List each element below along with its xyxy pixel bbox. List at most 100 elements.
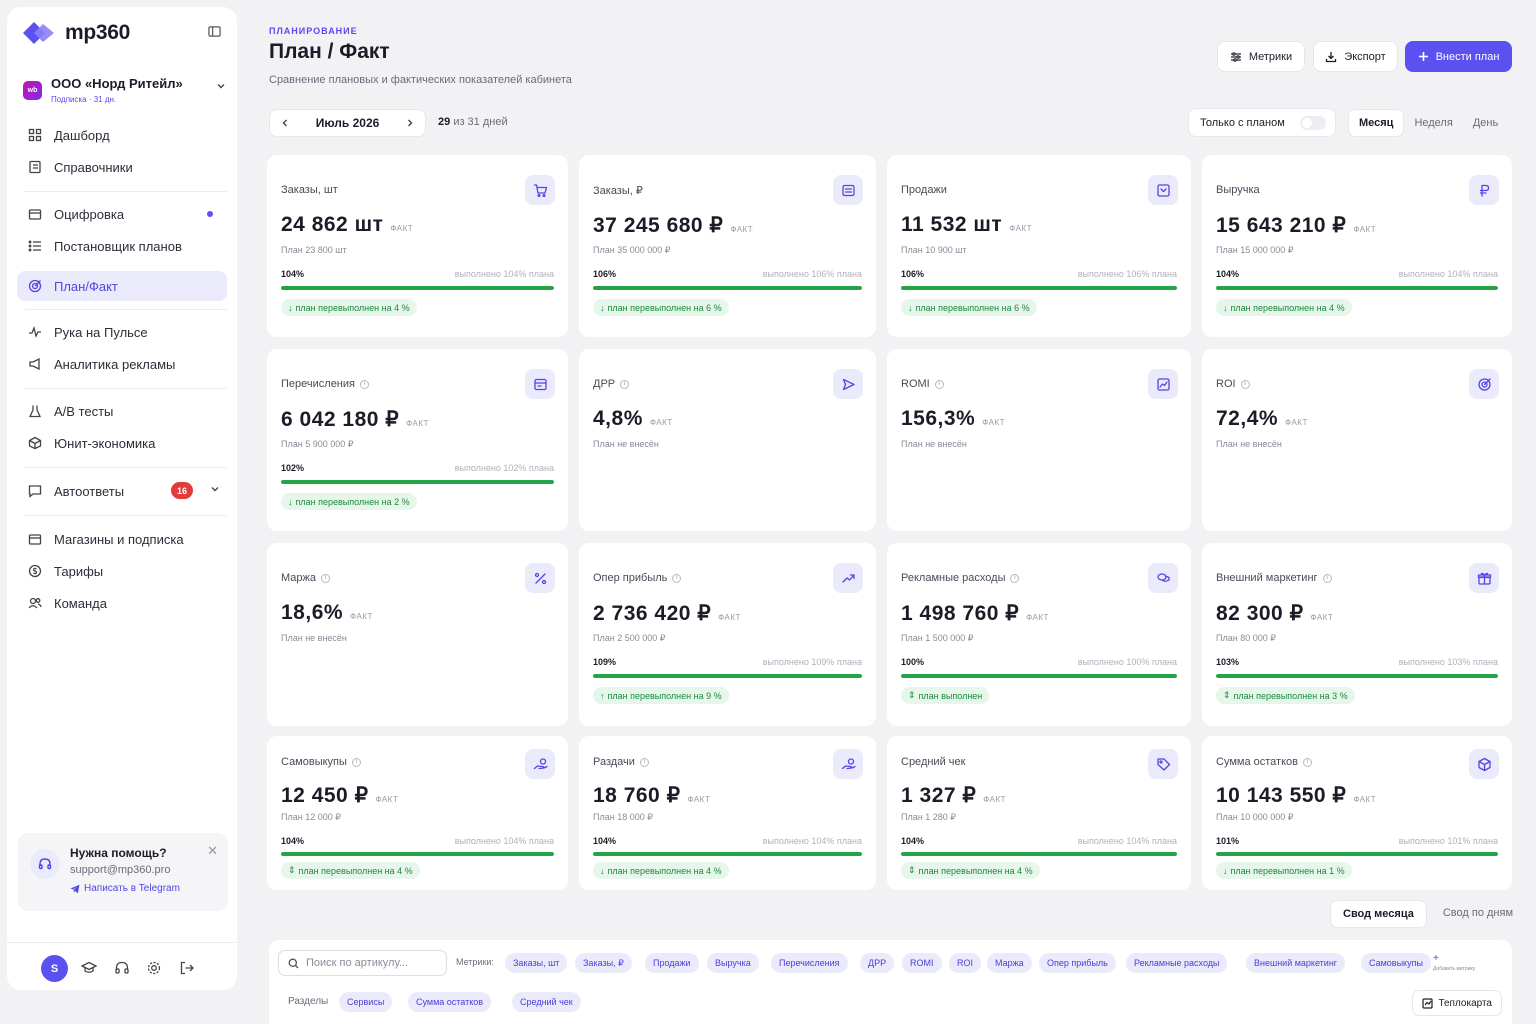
logout-icon[interactable] <box>179 960 195 976</box>
metric-filter-chip[interactable]: Перечисления <box>771 953 848 973</box>
completion-text: выполнено 102% плана <box>454 463 554 473</box>
search-placeholder: Поиск по артикулу... <box>306 957 409 969</box>
sidebar-item-plan-builder[interactable]: Постановщик планов <box>17 231 227 261</box>
sidebar-item-plan-fact[interactable]: План/Факт <box>17 271 227 301</box>
sidebar-item-dashboard[interactable]: Дашборд <box>17 120 227 150</box>
info-icon[interactable]: i <box>934 379 944 389</box>
metrics-button[interactable]: Метрики <box>1217 41 1305 72</box>
metric-card[interactable]: ДРР i 4,8% ФАКТ План не внесён <box>579 349 876 531</box>
metric-filter-chip[interactable]: Маржа <box>987 953 1032 973</box>
metric-card[interactable]: Перечисления i 6 042 180 ₽ ФАКТ План 5 900 0… <box>267 349 568 531</box>
metric-filter-chip[interactable]: ДРР <box>860 953 895 973</box>
info-icon[interactable]: i <box>639 757 649 767</box>
toggle-switch[interactable] <box>1300 116 1326 130</box>
metric-filter-chip[interactable]: Выручка <box>707 953 759 973</box>
sidebar-item-ads-analytics[interactable]: Аналитика рекламы <box>17 349 227 379</box>
academy-icon[interactable] <box>81 960 97 976</box>
progress-bar <box>281 480 554 484</box>
metric-filter-chip[interactable]: Внешний маркетинг <box>1246 953 1346 973</box>
metric-card[interactable]: Выручка 15 643 210 ₽ ФАКТ План 15 000 000 ₽… <box>1202 155 1512 337</box>
divider <box>25 191 227 192</box>
metric-card[interactable]: Заказы, шт 24 862 шт ФАКТ План 23 800 шт 104… <box>267 155 568 337</box>
only-with-plan-toggle[interactable]: Только с планом <box>1188 108 1336 137</box>
metric-card[interactable]: ROI i 72,4% ФАКТ План не внесён <box>1202 349 1512 531</box>
wallet-icon <box>27 531 43 547</box>
tab-month[interactable]: Месяц <box>1348 108 1405 137</box>
sidebar-item-digitization[interactable]: Оцифровка <box>17 199 227 229</box>
sidebar-item-autoreplies[interactable]: Автоответы 16 <box>17 476 227 506</box>
info-icon[interactable]: i <box>1240 379 1250 389</box>
sidebar-item-ab-tests[interactable]: A/B тесты <box>17 396 227 426</box>
metric-value: 37 245 680 ₽ ФАКТ <box>593 213 753 238</box>
sidebar-item-references[interactable]: Справочники <box>17 152 227 182</box>
info-icon[interactable]: i <box>1010 573 1020 583</box>
support-email[interactable]: support@mp360.pro <box>70 864 171 876</box>
sidebar-item-shops[interactable]: Магазины и подписка <box>17 524 227 554</box>
completion-text: выполнено 104% плана <box>454 269 554 279</box>
metric-card[interactable]: Рекламные расходы i 1 498 760 ₽ ФАКТ План 1 … <box>887 543 1191 726</box>
info-icon[interactable]: i <box>351 757 361 767</box>
progress-fill <box>901 286 1177 290</box>
metric-filter-chip[interactable]: Рекламные расходы <box>1126 953 1228 973</box>
tab-week[interactable]: Неделя <box>1414 116 1453 129</box>
info-icon[interactable]: i <box>672 573 682 583</box>
tab-daily-summary[interactable]: Свод по дням <box>1442 907 1514 919</box>
section-filter-chip[interactable]: Сумма остатков <box>408 992 492 1012</box>
metric-filter-chip[interactable]: Опер прибыль <box>1039 953 1116 973</box>
section-filter-chip[interactable]: Сервисы <box>339 992 393 1012</box>
add-plan-button[interactable]: Внести план <box>1405 41 1512 72</box>
search-input[interactable]: Поиск по артикулу... <box>278 950 447 976</box>
chevron-down-icon[interactable] <box>209 483 221 495</box>
metric-card[interactable]: Маржа i 18,6% ФАКТ План не внесён <box>267 543 568 726</box>
tab-day[interactable]: День <box>1472 116 1499 129</box>
new-indicator <box>207 211 213 217</box>
metric-filter-chip[interactable]: Заказы, ₽ <box>575 953 632 973</box>
section-filter-chip[interactable]: Средний чек <box>512 992 581 1012</box>
progress-fill <box>281 480 554 484</box>
metric-card[interactable]: Опер прибыль i 2 736 420 ₽ ФАКТ План 2 500 0… <box>579 543 876 726</box>
info-icon[interactable]: i <box>1302 757 1312 767</box>
info-icon[interactable]: i <box>359 379 369 389</box>
metric-filter-chip[interactable]: Заказы, шт <box>505 953 568 973</box>
sidebar-item-team[interactable]: Команда <box>17 588 227 618</box>
metric-card[interactable]: Самовыкупы i 12 450 ₽ ФАКТ План 12 000 ₽ 104%… <box>267 736 568 890</box>
info-icon[interactable]: i <box>321 573 330 583</box>
chevron-left-icon[interactable] <box>280 118 290 128</box>
settings-icon[interactable] <box>146 960 162 976</box>
metric-filter-chip[interactable]: ROI <box>949 953 982 973</box>
completion-text: выполнено 104% плана <box>1077 836 1177 846</box>
cart-icon <box>525 175 555 205</box>
metric-card[interactable]: Сумма остатков i 10 143 550 ₽ ФАКТ План 10 0… <box>1202 736 1512 890</box>
subscription-status: Подписка · 31 дн. <box>51 95 117 104</box>
info-icon[interactable]: i <box>1322 573 1332 583</box>
export-button[interactable]: Экспорт <box>1313 41 1398 72</box>
telegram-link[interactable]: Написать в Telegram <box>70 883 180 894</box>
plan-value: План 23 800 шт <box>281 245 347 255</box>
sidebar-item-pulse[interactable]: Рука на Пульсе <box>17 317 227 347</box>
metric-card[interactable]: Продажи 11 532 шт ФАКТ План 10 900 шт 106% вы… <box>887 155 1191 337</box>
sidebar-item-unit-economics[interactable]: Юнит-экономика <box>17 428 227 458</box>
add-metric-button[interactable]: + Добавить метрику <box>1433 953 1476 972</box>
metric-filter-chip[interactable]: Продажи <box>645 953 699 973</box>
close-icon[interactable]: ✕ <box>207 843 218 858</box>
metric-card[interactable]: Раздачи i 18 760 ₽ ФАКТ План 18 000 ₽ 104% вып… <box>579 736 876 890</box>
metric-card[interactable]: Средний чек 1 327 ₽ ФАКТ План 1 280 ₽ 104% вы… <box>887 736 1191 890</box>
divider <box>25 388 227 389</box>
heatmap-button[interactable]: Теплокарта <box>1412 990 1502 1016</box>
metric-filter-chip[interactable]: Самовыкупы <box>1361 953 1431 973</box>
account-switcher[interactable]: wb ООО «Норд Ритейл» Подписка · 31 дн. <box>23 67 229 113</box>
metric-card[interactable]: Внешний маркетинг i 82 300 ₽ ФАКТ План 80 00… <box>1202 543 1512 726</box>
metric-card[interactable]: Заказы, ₽ 37 245 680 ₽ ФАКТ План 35 000 000… <box>579 155 876 337</box>
collapse-sidebar-icon[interactable] <box>208 25 221 38</box>
avatar[interactable]: S <box>41 955 68 982</box>
tab-month-summary[interactable]: Свод месяца <box>1330 900 1427 928</box>
arrow-icon: ⇕ <box>288 865 296 875</box>
chevron-right-icon[interactable] <box>405 118 415 128</box>
period-label[interactable]: Июль 2026 <box>315 116 380 130</box>
info-icon[interactable]: i <box>620 379 630 389</box>
logo[interactable]: mp360 <box>21 19 130 47</box>
metric-card[interactable]: ROMI i 156,3% ФАКТ План не внесён <box>887 349 1191 531</box>
support-icon[interactable] <box>114 960 130 976</box>
sidebar-item-tariffs[interactable]: Тарифы <box>17 556 227 586</box>
metric-filter-chip[interactable]: ROMI <box>902 953 942 973</box>
